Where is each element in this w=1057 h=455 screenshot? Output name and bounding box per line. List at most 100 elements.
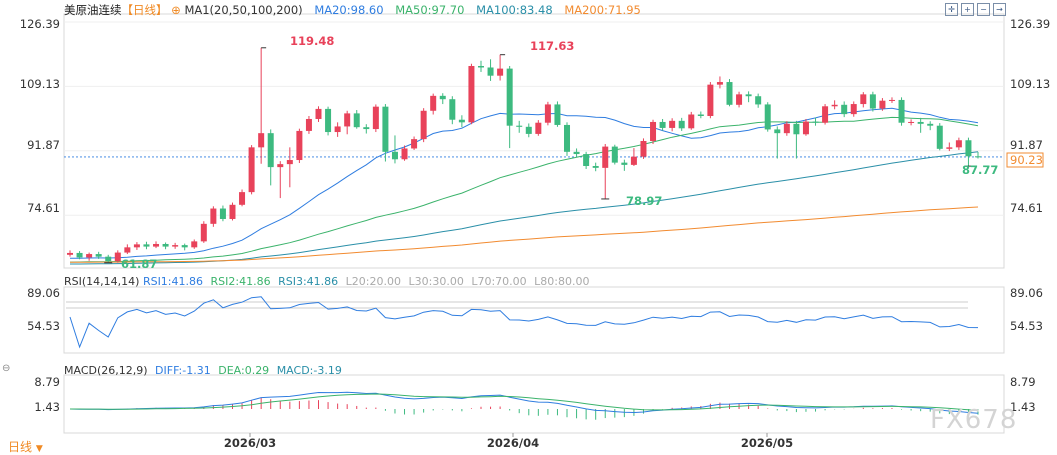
rsi-panel	[66, 296, 979, 349]
candle	[898, 97, 905, 126]
candle-body	[736, 94, 743, 105]
candle	[143, 241, 150, 250]
candle	[965, 137, 972, 167]
y-tick-rsi-1: 89.06	[27, 286, 60, 300]
candle-body	[67, 252, 73, 255]
candle-body	[401, 148, 408, 160]
candle-body	[525, 126, 532, 134]
candle	[592, 162, 599, 172]
candle-body	[277, 164, 284, 168]
macd-value: MACD:-3.19	[276, 364, 342, 377]
candle	[573, 148, 580, 157]
candle	[975, 151, 981, 159]
candle	[955, 137, 962, 150]
candle	[105, 254, 112, 263]
candle-body	[382, 106, 389, 152]
macd-panel-frame	[63, 374, 1005, 434]
candle	[802, 118, 809, 136]
rsi-indicator-label[interactable]: RSI(14,14,14)	[64, 275, 140, 288]
instrument-title: 美原油连续	[64, 3, 122, 17]
candle-body	[181, 245, 188, 248]
ma200-line	[70, 206, 979, 263]
candle	[927, 121, 934, 131]
candle	[707, 82, 714, 119]
add-symbol-icon[interactable]: ⊕	[171, 3, 181, 17]
candle-body	[296, 130, 303, 161]
candle	[382, 104, 389, 162]
candle	[219, 205, 226, 222]
candle	[258, 47, 265, 164]
candle-body	[630, 156, 637, 165]
candle	[181, 243, 188, 251]
period-label[interactable]: 【日线】	[121, 3, 168, 17]
candle-body	[229, 204, 236, 219]
remove-panel-icon[interactable]: ⊖	[2, 363, 11, 374]
candle-body	[468, 65, 475, 123]
candle	[153, 241, 160, 249]
candle	[812, 117, 819, 126]
candle-body	[621, 162, 628, 165]
candle	[554, 101, 561, 127]
candle-body	[143, 244, 150, 247]
candlestick-series	[67, 47, 981, 263]
last-price-label: 90.23	[1010, 153, 1043, 167]
candle	[525, 123, 532, 138]
candle-body	[659, 121, 666, 128]
candle	[229, 202, 236, 221]
period-tab[interactable]: 日线 ▼	[8, 438, 43, 455]
price-annotations	[104, 47, 973, 264]
watermark: FX678	[930, 405, 1017, 435]
candle-body	[573, 151, 580, 155]
candle-body	[114, 252, 121, 262]
candle	[162, 242, 169, 250]
candle-body	[430, 95, 437, 111]
candle-body	[697, 114, 704, 116]
scroll-right-icon[interactable]: →	[993, 3, 1006, 16]
candle-body	[162, 243, 169, 247]
candle	[688, 111, 695, 130]
zoom-out-icon[interactable]: −	[977, 3, 990, 16]
candle-body	[783, 123, 790, 134]
candle-body	[936, 125, 943, 149]
candle	[344, 110, 351, 135]
candle-body	[497, 68, 504, 76]
candle-body	[86, 254, 93, 258]
candle	[860, 92, 867, 108]
candle	[334, 122, 341, 137]
candle-body	[707, 84, 714, 116]
candle	[640, 138, 647, 159]
y-tick-rsi-2-right: 54.53	[1010, 319, 1043, 333]
candle	[286, 147, 293, 188]
candle-body	[927, 123, 934, 126]
crosshair-icon[interactable]: ✛	[945, 3, 958, 16]
candle	[726, 79, 733, 107]
candle-body	[764, 104, 771, 130]
candle	[411, 136, 418, 150]
candle-body	[258, 133, 265, 148]
candle	[822, 104, 829, 125]
candle-body	[105, 256, 112, 262]
ma-indicator-label[interactable]: MA1(20,50,100,200)	[184, 3, 303, 17]
candle	[564, 122, 571, 156]
zoom-in-icon[interactable]: +	[961, 3, 974, 16]
candle-body	[544, 104, 551, 123]
candle-body	[267, 133, 274, 168]
candle-body	[812, 121, 819, 123]
candle	[611, 144, 618, 165]
macd-indicator-label[interactable]: MACD(26,12,9)	[64, 364, 148, 377]
candle-body	[888, 99, 895, 101]
candle-body	[487, 67, 494, 76]
candle	[516, 120, 523, 133]
y-tick-macd-2-right: 1.43	[1010, 400, 1036, 414]
annotation-high-1: 119.48	[290, 34, 334, 48]
rsi-l30-value: L30:30.00	[408, 275, 464, 288]
candle	[210, 206, 217, 227]
candle-body	[869, 94, 876, 109]
candle-body	[640, 140, 647, 157]
candle-body	[650, 121, 657, 141]
candle	[831, 100, 838, 110]
candle-body	[879, 100, 886, 109]
candle	[621, 159, 628, 171]
candle-body	[965, 140, 972, 157]
